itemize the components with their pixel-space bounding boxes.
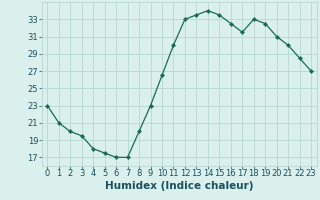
X-axis label: Humidex (Indice chaleur): Humidex (Indice chaleur)	[105, 181, 253, 191]
